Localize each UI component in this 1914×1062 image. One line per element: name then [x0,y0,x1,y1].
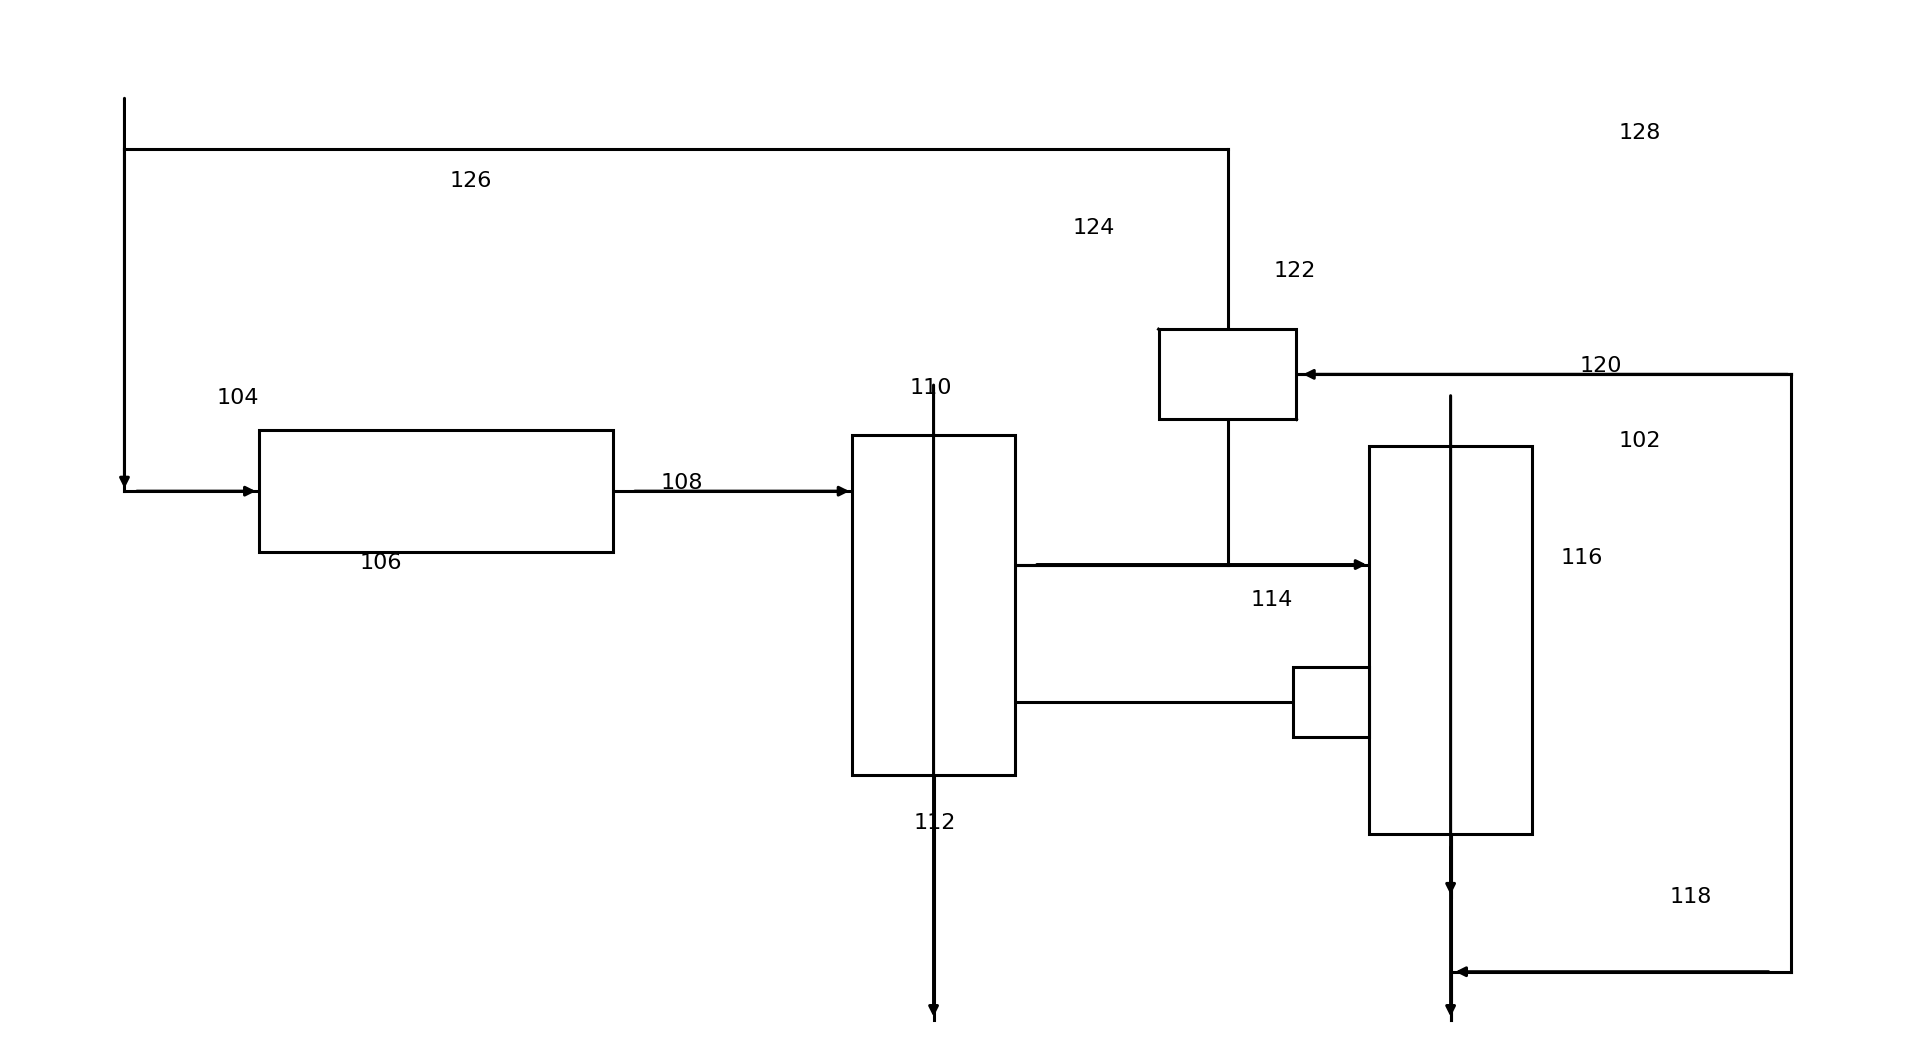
Text: 108: 108 [660,474,702,493]
Text: 104: 104 [216,389,258,408]
Bar [1158,329,1296,419]
Text: 114: 114 [1250,590,1292,610]
Text: 102: 102 [1617,431,1659,450]
Text: 110: 110 [909,378,951,397]
Bar [1369,446,1531,834]
Text: 112: 112 [913,813,955,833]
Text: 124: 124 [1072,219,1114,238]
Text: 128: 128 [1617,123,1659,142]
Text: 118: 118 [1669,888,1711,907]
Text: 120: 120 [1579,357,1621,376]
Text: 106: 106 [360,553,402,572]
Text: 126: 126 [450,171,492,190]
Bar [1292,667,1369,737]
Bar [258,430,612,552]
Bar [852,435,1014,775]
Text: 116: 116 [1560,548,1602,567]
Text: 122: 122 [1273,261,1315,280]
